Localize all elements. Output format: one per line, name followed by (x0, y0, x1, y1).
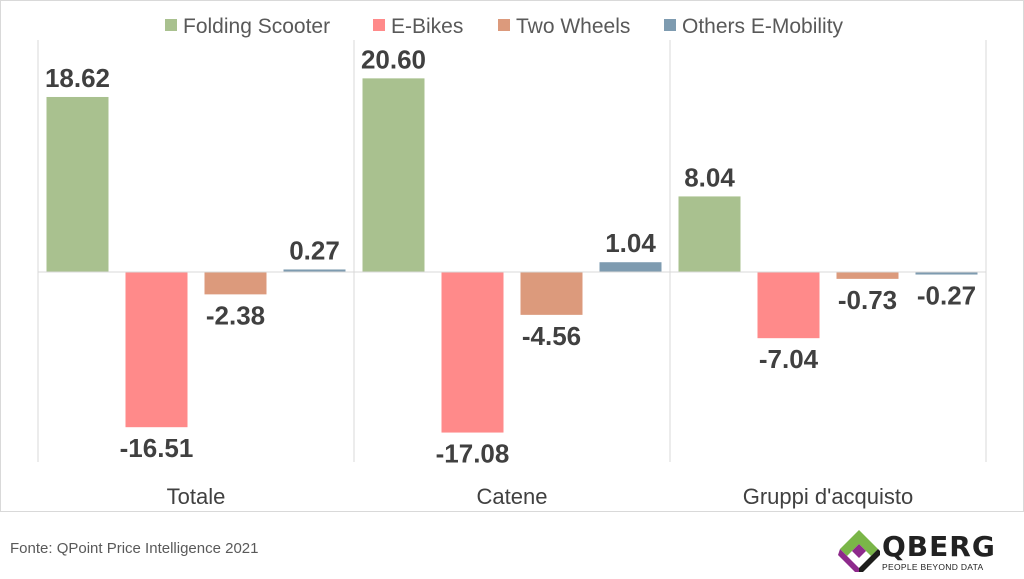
data-label: -16.51 (120, 433, 194, 463)
chart-canvas: 18.62 -16.51 -2.38 0.27 Totale 20.60 -17.08 -4.… (37, 15, 987, 509)
bar-e-bikes (125, 272, 188, 428)
data-label: 8.04 (684, 162, 735, 192)
category-label: Gruppi d'acquisto (743, 484, 914, 509)
data-label: -17.08 (436, 439, 510, 469)
data-label: -2.38 (206, 300, 265, 330)
source-note: Fonte: QPoint Price Intelligence 2021 (10, 540, 259, 557)
qberg-logo: QBERG PEOPLE BEYOND DATA (838, 528, 1018, 576)
qberg-logo-icon (838, 530, 880, 572)
legend-swatch (498, 19, 510, 31)
bar-others-e-mobility (915, 272, 978, 275)
bar-others-e-mobility (599, 262, 662, 272)
bar-folding-scooter (362, 78, 425, 272)
bar-folding-scooter (678, 196, 741, 272)
bar-two-wheels (520, 272, 583, 315)
bar-two-wheels (836, 272, 899, 279)
data-label: 20.60 (361, 44, 426, 74)
category-label: Totale (167, 484, 226, 509)
legend-swatch (373, 19, 385, 31)
logo-mark-center (852, 544, 866, 558)
data-label: -7.04 (759, 344, 819, 374)
logo-mark-left (838, 549, 859, 572)
legend-entry: E-Bikes (391, 15, 463, 38)
data-label: 0.27 (289, 235, 340, 265)
bar-two-wheels (204, 272, 267, 295)
data-label: 1.04 (605, 228, 656, 258)
bar-e-bikes (441, 272, 504, 433)
category-label: Catene (477, 484, 548, 509)
legend-entry: Folding Scooter (183, 15, 330, 38)
logo-brand: QBERG (882, 530, 996, 563)
logo-mark-right (859, 549, 880, 572)
legend-entry: Others E-Mobility (682, 15, 844, 38)
logo-mark-top (840, 530, 878, 556)
bar-chart: 18.62 -16.51 -2.38 0.27 Totale 20.60 -17.08 -4.… (0, 0, 1024, 512)
data-label: -4.56 (522, 321, 581, 351)
legend-swatch (165, 19, 177, 31)
data-label: -0.27 (917, 281, 976, 311)
logo-tagline: PEOPLE BEYOND DATA (882, 562, 984, 572)
legend-swatch (664, 19, 676, 31)
bar-e-bikes (757, 272, 820, 339)
data-label: -0.73 (838, 285, 897, 315)
bar-others-e-mobility (283, 269, 346, 272)
legend-entry: Two Wheels (516, 15, 630, 38)
data-label: 18.62 (45, 63, 110, 93)
bar-folding-scooter (46, 96, 109, 272)
